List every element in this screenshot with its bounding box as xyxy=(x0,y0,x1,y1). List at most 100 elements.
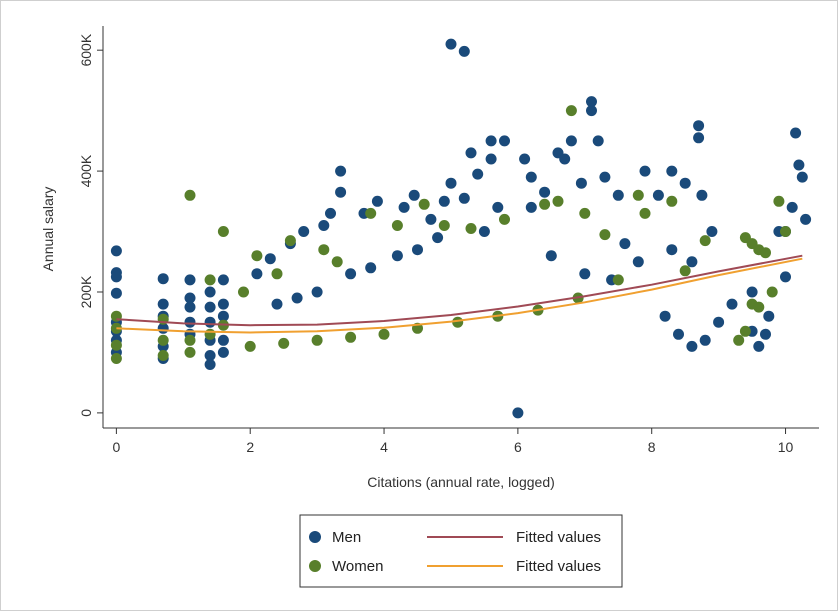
men-point xyxy=(408,189,420,201)
men-point xyxy=(398,201,410,213)
men-point xyxy=(673,328,684,340)
men-point xyxy=(706,226,718,237)
fitted-line-women xyxy=(116,257,803,334)
men-point xyxy=(311,286,323,298)
men-point xyxy=(786,201,798,213)
men-point xyxy=(157,273,169,285)
men-point xyxy=(545,250,557,262)
men-point xyxy=(619,238,631,250)
women-point xyxy=(679,265,691,277)
men-point xyxy=(110,271,122,283)
women-point xyxy=(244,340,256,352)
men-point xyxy=(298,226,310,237)
men-point xyxy=(652,189,664,201)
men-point xyxy=(271,298,283,310)
men-point xyxy=(565,135,577,147)
men-point xyxy=(264,253,276,265)
women-point xyxy=(739,325,751,337)
women-point xyxy=(318,244,330,256)
men-point xyxy=(465,147,477,159)
men-point xyxy=(699,334,711,346)
women-point xyxy=(766,286,778,298)
men-point xyxy=(693,132,705,144)
men-point xyxy=(485,153,497,165)
men-point xyxy=(512,407,524,419)
women-point xyxy=(780,226,791,237)
legend-men-marker xyxy=(309,531,321,543)
men-point xyxy=(492,201,504,213)
men-point xyxy=(184,292,196,304)
men-point xyxy=(458,192,470,204)
women-point xyxy=(733,334,745,346)
y-tick-label: 0 xyxy=(78,409,94,417)
women-point xyxy=(465,223,477,234)
x-tick-label: 4 xyxy=(380,439,388,455)
men-point xyxy=(796,171,808,183)
legend-fit-men-label: Fitted values xyxy=(516,529,601,546)
men-point xyxy=(291,292,303,304)
women-point xyxy=(438,220,450,231)
women-point xyxy=(378,328,390,340)
y-tick-label: 600K xyxy=(78,33,94,66)
men-point xyxy=(696,189,708,201)
men-point xyxy=(458,45,470,57)
men-point xyxy=(478,226,490,237)
legend-box xyxy=(299,514,623,588)
men-point xyxy=(472,168,484,180)
y-tick-label: 200K xyxy=(78,275,94,308)
x-tick-label: 0 xyxy=(112,439,120,455)
men-point xyxy=(365,262,377,274)
women-point xyxy=(418,198,430,210)
men-point xyxy=(592,135,604,147)
women-point xyxy=(773,195,785,207)
men-point xyxy=(204,301,216,313)
men-point xyxy=(318,220,330,231)
men-point xyxy=(325,207,336,219)
men-point xyxy=(184,274,196,286)
women-point xyxy=(278,337,290,349)
men-point xyxy=(525,201,537,213)
women-point xyxy=(760,247,771,259)
men-point xyxy=(713,316,725,328)
women-point xyxy=(184,346,196,358)
x-axis-title: Citations (annual rate, logged) xyxy=(367,474,555,490)
men-point xyxy=(445,177,457,189)
women-point xyxy=(612,274,624,286)
men-point xyxy=(371,195,383,207)
men-point xyxy=(726,298,738,310)
men-point xyxy=(612,189,624,201)
women-point xyxy=(217,226,229,237)
women-point xyxy=(110,353,122,364)
men-point xyxy=(425,213,437,225)
men-point xyxy=(800,213,812,225)
men-point xyxy=(679,177,691,189)
legend-women-label: Women xyxy=(332,558,383,575)
women-point xyxy=(579,207,591,219)
women-point xyxy=(157,350,169,361)
women-point xyxy=(499,213,510,225)
men-point xyxy=(391,250,403,262)
men-point xyxy=(666,244,678,256)
women-point xyxy=(204,328,216,340)
men-point xyxy=(686,256,698,268)
men-point xyxy=(217,274,229,286)
women-point xyxy=(331,256,343,268)
legend-fit-women-label: Fitted values xyxy=(516,558,601,575)
men-point xyxy=(184,301,196,313)
y-axis-ticks: 0 200K 400K 600K xyxy=(78,33,103,417)
men-point xyxy=(445,38,457,50)
men-point xyxy=(204,359,216,370)
legend-men-label: Men xyxy=(332,529,361,546)
women-point xyxy=(639,207,651,219)
men-point xyxy=(519,153,531,165)
men-point xyxy=(485,135,497,147)
fitted-line-men xyxy=(116,254,803,327)
women-point xyxy=(565,105,577,117)
women-point xyxy=(365,207,377,219)
men-point xyxy=(666,165,678,177)
women-point xyxy=(110,339,122,351)
men-point xyxy=(335,186,347,198)
men-point xyxy=(204,286,216,298)
legend: Men Fitted values Women Fitted values xyxy=(299,514,623,588)
